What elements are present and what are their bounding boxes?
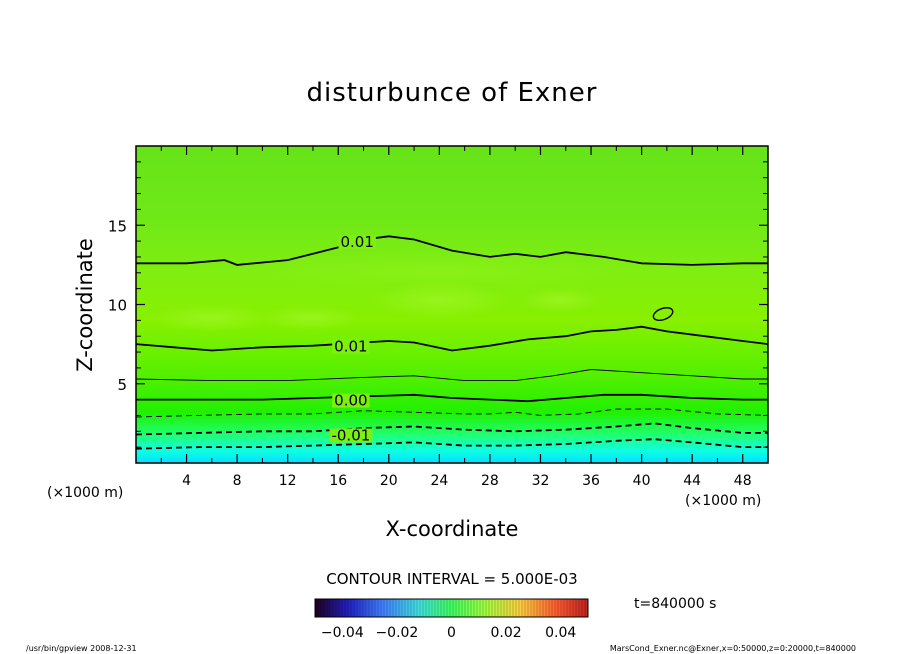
colorbar-tick-label: −0.04	[321, 625, 364, 641]
contour-line	[136, 438, 768, 450]
contour-label-bg	[329, 428, 373, 443]
contour-label-bg	[332, 339, 370, 354]
x-tick-label: 36	[582, 473, 600, 489]
contour-label-bg	[332, 393, 370, 408]
footer-left: /usr/bin/gpview 2008-12-31	[26, 644, 137, 653]
colorbar-tick-label: 0.02	[491, 625, 522, 641]
colorbar-tick-label: −0.02	[375, 625, 418, 641]
footer-right: MarsCond_Exner.nc@Exner,x=0:50000,z=0:20…	[610, 644, 856, 653]
chart-title: disturbunce of Exner	[307, 78, 598, 108]
x-unit-left: (×1000 m)	[47, 485, 123, 501]
contour-label: -0.01	[331, 426, 370, 444]
x-tick-label: 44	[683, 473, 701, 489]
contour-line	[136, 325, 768, 352]
contour-interval: CONTOUR INTERVAL = 5.000E-03	[326, 570, 577, 588]
colorbar-tick-label: 0.04	[545, 625, 576, 641]
x-axis-label: X-coordinate	[386, 517, 519, 541]
contour-line	[136, 235, 768, 266]
plot-field	[136, 146, 768, 463]
y-tick-label: 5	[117, 376, 127, 394]
contour-line	[136, 408, 768, 418]
colorbar-tick-label: 0	[447, 625, 456, 641]
contour-label: 0.00	[334, 392, 367, 410]
contour-label: 0.01	[340, 233, 373, 251]
contour-line	[136, 393, 768, 403]
contour-line	[136, 369, 768, 382]
x-tick-label: 32	[532, 473, 550, 489]
contour-lines	[136, 235, 768, 450]
contour-label-bg	[338, 235, 376, 250]
closed-contour	[652, 307, 674, 321]
x-tick-label: 12	[279, 473, 297, 489]
x-tick-label: 16	[329, 473, 347, 489]
contour-line	[136, 422, 768, 436]
colorbar	[314, 598, 589, 618]
colorbar-stripes	[317, 599, 586, 617]
x-tick-label: 40	[633, 473, 651, 489]
x-tick-label: 28	[481, 473, 499, 489]
y-tick-label: 10	[108, 297, 127, 315]
y-tick-label: 15	[108, 217, 127, 235]
x-tick-label: 8	[233, 473, 242, 489]
x-unit-right: (×1000 m)	[685, 493, 761, 509]
x-tick-label: 48	[734, 473, 752, 489]
contour-labels: 0.01 0.01 0.00 -0.01	[329, 233, 376, 444]
x-tick-label: 24	[430, 473, 448, 489]
contour-label: 0.01	[334, 338, 367, 356]
x-tick-label: 4	[182, 473, 191, 489]
time-stamp: t=840000 s	[634, 596, 716, 612]
colorbar-ticks: −0.04 −0.02 0 0.02 0.04	[321, 625, 577, 641]
y-axis-label: Z-coordinate	[73, 238, 97, 372]
x-tick-label: 20	[380, 473, 398, 489]
